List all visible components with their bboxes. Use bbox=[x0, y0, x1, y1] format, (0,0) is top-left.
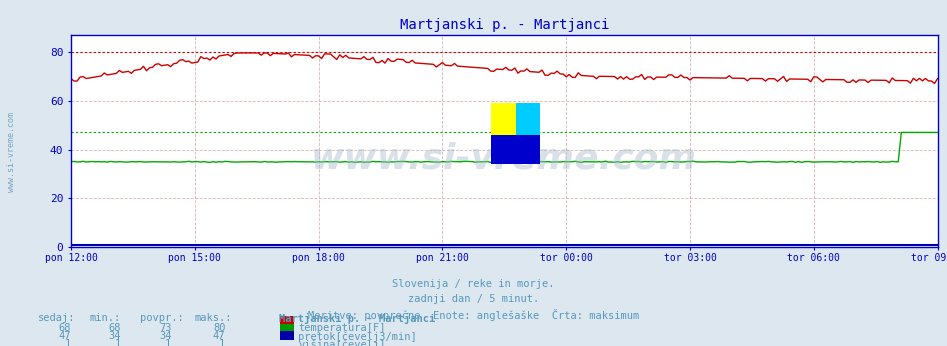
Text: Martjanski p. - Martjanci: Martjanski p. - Martjanci bbox=[279, 313, 436, 324]
Text: www.si-vreme.com: www.si-vreme.com bbox=[7, 112, 16, 192]
Text: zadnji dan / 5 minut.: zadnji dan / 5 minut. bbox=[408, 294, 539, 304]
Text: 73: 73 bbox=[159, 323, 171, 333]
Text: temperatura[F]: temperatura[F] bbox=[298, 323, 385, 333]
Title: Martjanski p. - Martjanci: Martjanski p. - Martjanci bbox=[400, 18, 609, 32]
Text: 68: 68 bbox=[59, 323, 71, 333]
Bar bbox=[491, 103, 515, 137]
Text: 80: 80 bbox=[213, 323, 225, 333]
Text: maks.:: maks.: bbox=[194, 313, 232, 323]
Text: 68: 68 bbox=[109, 323, 121, 333]
Text: 47: 47 bbox=[59, 331, 71, 341]
Text: višina[čevelj]: višina[čevelj] bbox=[298, 339, 385, 346]
Text: 47: 47 bbox=[213, 331, 225, 341]
Text: sedaj:: sedaj: bbox=[38, 313, 76, 323]
Bar bbox=[491, 135, 540, 164]
Text: 1: 1 bbox=[64, 339, 71, 346]
Text: povpr.:: povpr.: bbox=[140, 313, 184, 323]
Text: 1: 1 bbox=[219, 339, 225, 346]
Text: min.:: min.: bbox=[90, 313, 121, 323]
Text: 1: 1 bbox=[115, 339, 121, 346]
Text: 34: 34 bbox=[159, 331, 171, 341]
Text: 34: 34 bbox=[109, 331, 121, 341]
Text: Meritve: povprečne  Enote: anglešaške  Črta: maksimum: Meritve: povprečne Enote: anglešaške Črt… bbox=[308, 309, 639, 321]
Bar bbox=[515, 103, 540, 137]
Text: Slovenija / reke in morje.: Slovenija / reke in morje. bbox=[392, 279, 555, 289]
Text: www.si-vreme.com: www.si-vreme.com bbox=[312, 141, 697, 175]
Text: pretok[čevelj3/min]: pretok[čevelj3/min] bbox=[298, 331, 417, 342]
Text: 1: 1 bbox=[165, 339, 171, 346]
